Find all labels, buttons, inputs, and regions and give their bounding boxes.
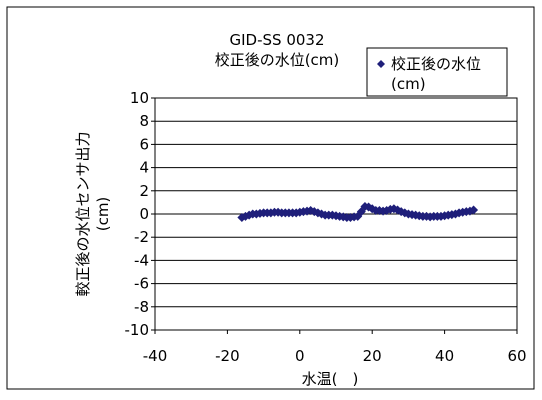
x-tick-label: 40 [435, 347, 454, 365]
y-tick-label: 6 [139, 135, 149, 153]
x-axis-label: 水温( ) [302, 370, 359, 388]
legend-label-line1: 校正後の水位 [391, 55, 481, 73]
y-tick-label: -4 [134, 251, 149, 269]
y-tick-label: -8 [134, 298, 149, 316]
data-points [237, 201, 479, 222]
y-tick-label: 4 [139, 159, 149, 177]
y-tick-label: 10 [130, 89, 149, 107]
data-point [469, 205, 479, 215]
y-tick-label: -6 [134, 275, 149, 293]
y-tick-label: 2 [139, 182, 149, 200]
x-tick-label: 0 [295, 347, 305, 365]
legend-box [366, 47, 508, 97]
chart-title: GID-SS 0032 [230, 31, 325, 49]
x-tick-label: 20 [363, 347, 382, 365]
y-axis-label-group: 較正後の水位センサ出力 (cm) [74, 131, 112, 296]
y-tick-labels: 10 8 6 4 2 0 -2 -4 -6 -8 -10 [125, 89, 150, 339]
y-tick-label: 8 [139, 112, 149, 130]
gridlines [151, 97, 518, 334]
y-axis-label: 較正後の水位センサ出力 [74, 131, 92, 296]
legend-marker-icon [377, 60, 385, 68]
legend: 校正後の水位 (cm) [366, 47, 508, 97]
chart-subtitle: 校正後の水位(cm) [215, 51, 340, 69]
x-tick-labels: -40 -20 0 20 40 60 [143, 347, 527, 365]
y-tick-label: -10 [125, 321, 150, 339]
x-tick-label: 60 [507, 347, 526, 365]
y-tick-label: 0 [139, 205, 149, 223]
x-tick-label: -20 [215, 347, 240, 365]
legend-label-line2: (cm) [391, 75, 426, 93]
x-tick-label: -40 [143, 347, 168, 365]
y-tick-label: -2 [134, 228, 149, 246]
y-axis-unit: (cm) [94, 197, 112, 232]
